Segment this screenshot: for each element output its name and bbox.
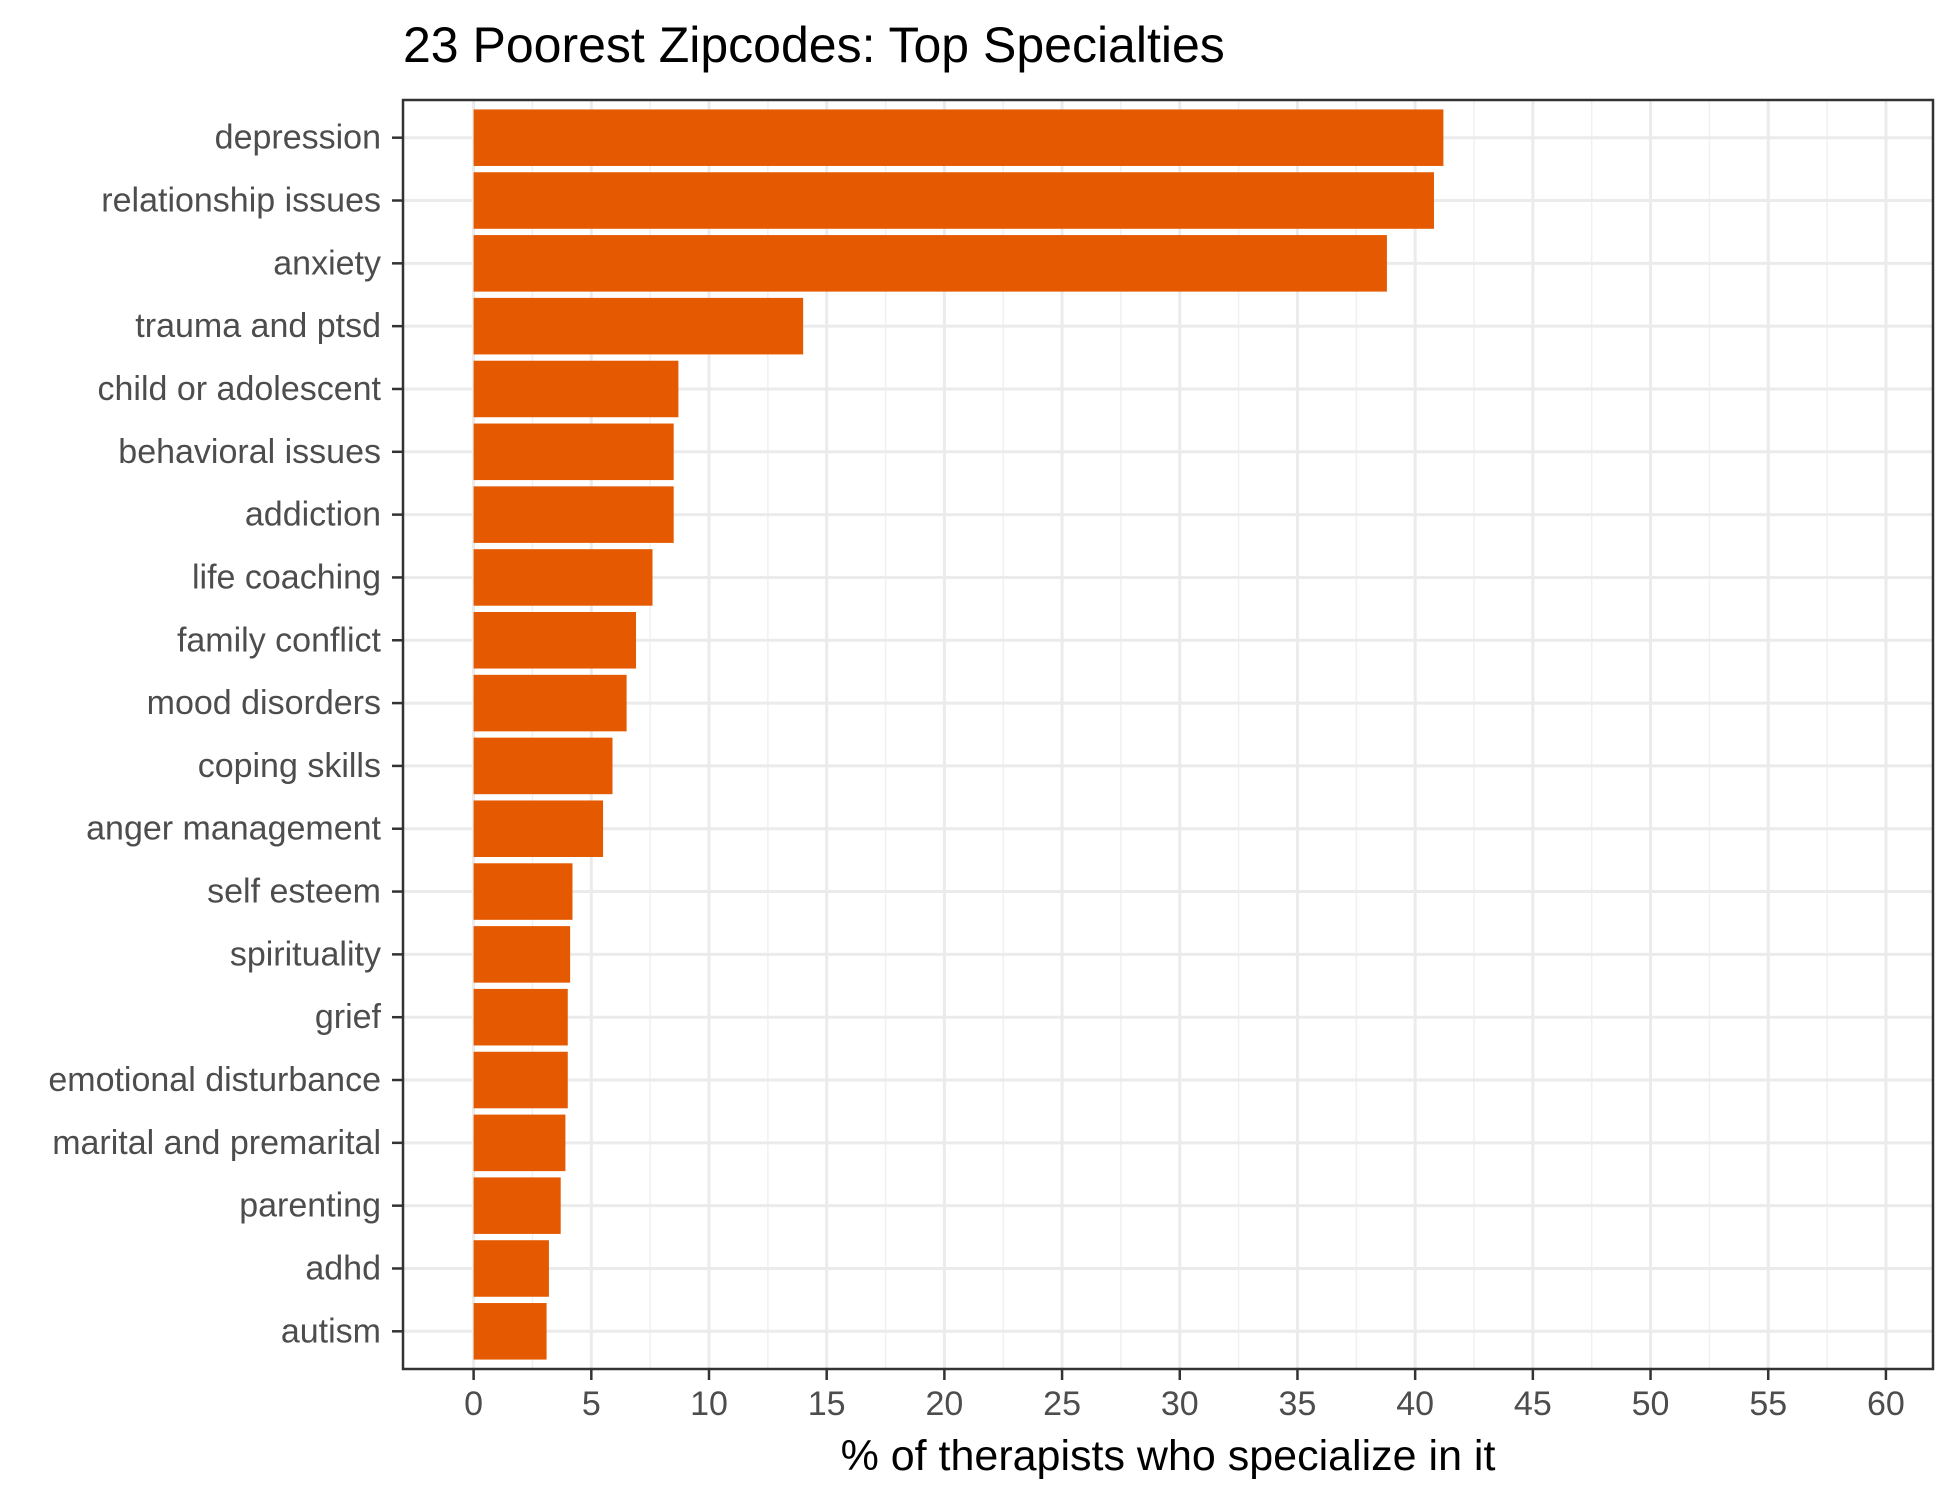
bar-emotional-disturbance: [473, 1051, 568, 1109]
x-tick-label: 45: [1514, 1385, 1552, 1423]
y-tick-label: autism: [281, 1312, 381, 1350]
y-tick-label: anger management: [86, 810, 381, 848]
bar-family-conflict: [473, 611, 637, 669]
y-tick-label: anxiety: [273, 244, 381, 282]
x-tick-label: 35: [1279, 1385, 1317, 1423]
x-tick-label: 55: [1749, 1385, 1787, 1423]
bar-spirituality: [473, 926, 571, 983]
x-tick-label: 20: [925, 1385, 963, 1423]
x-tick-label: 15: [808, 1385, 846, 1423]
major-gridlines: [403, 100, 1933, 1369]
y-tick-label: spirituality: [230, 935, 381, 973]
y-tick-label: life coaching: [192, 558, 381, 596]
bar-depression: [473, 109, 1444, 166]
bar-self-esteem: [473, 863, 573, 920]
bar-adhd: [473, 1240, 549, 1297]
y-axis: depression relationship issues anxiety trau…: [48, 119, 403, 1350]
bar-autism: [473, 1303, 547, 1360]
bar-child-or-adolescent: [473, 360, 679, 418]
y-tick-label: emotional disturbance: [48, 1061, 381, 1099]
y-tick-label: addiction: [245, 496, 381, 534]
x-tick-label: 60: [1867, 1385, 1905, 1423]
bar-trauma-and-ptsd: [473, 297, 804, 355]
x-axis-title: % of therapists who specialize in it: [841, 1432, 1496, 1480]
x-tick-label: 40: [1396, 1385, 1434, 1423]
y-tick-label: marital and premarital: [52, 1124, 381, 1162]
bar-coping-skills: [473, 737, 613, 795]
bar-addiction: [473, 486, 674, 543]
y-tick-label: child or adolescent: [97, 370, 381, 408]
bar-life-coaching: [473, 549, 653, 606]
bar-behavioral-issues: [473, 423, 674, 481]
plot-panel-border: [401, 98, 1935, 1371]
y-tick-label: mood disorders: [147, 684, 381, 722]
y-tick-label: parenting: [239, 1187, 381, 1225]
bar-marital-and-premarital: [473, 1114, 566, 1172]
y-tick-label: coping skills: [198, 747, 381, 785]
bars: [473, 109, 1444, 1360]
bar-anger-management: [473, 800, 604, 858]
x-tick-label: 30: [1161, 1385, 1199, 1423]
bar-grief: [473, 988, 568, 1046]
y-tick-label: family conflict: [177, 621, 382, 659]
bar-parenting: [473, 1177, 561, 1234]
bar-mood-disorders: [473, 674, 627, 732]
y-tick-label: trauma and ptsd: [135, 307, 381, 345]
y-tick-label: adhd: [305, 1249, 381, 1287]
y-tick-label: relationship issues: [101, 182, 381, 220]
y-tick-label: self esteem: [207, 873, 381, 911]
x-tick-label: 25: [1043, 1385, 1081, 1423]
bar-relationship-issues: [473, 172, 1434, 229]
x-tick-label: 50: [1632, 1385, 1670, 1423]
y-tick-label: grief: [315, 998, 382, 1036]
bar-anxiety: [473, 235, 1387, 292]
x-tick-label: 10: [690, 1385, 728, 1423]
x-axis: 0 5 10 15 20 25 30 35 40 45 50 55 60: [464, 1369, 1905, 1423]
x-tick-label: 0: [464, 1385, 483, 1423]
chart-title: 23 Poorest Zipcodes: Top Specialties: [403, 17, 1225, 73]
y-tick-label: depression: [215, 119, 381, 157]
x-tick-label: 5: [582, 1385, 601, 1423]
y-tick-label: behavioral issues: [118, 433, 381, 471]
